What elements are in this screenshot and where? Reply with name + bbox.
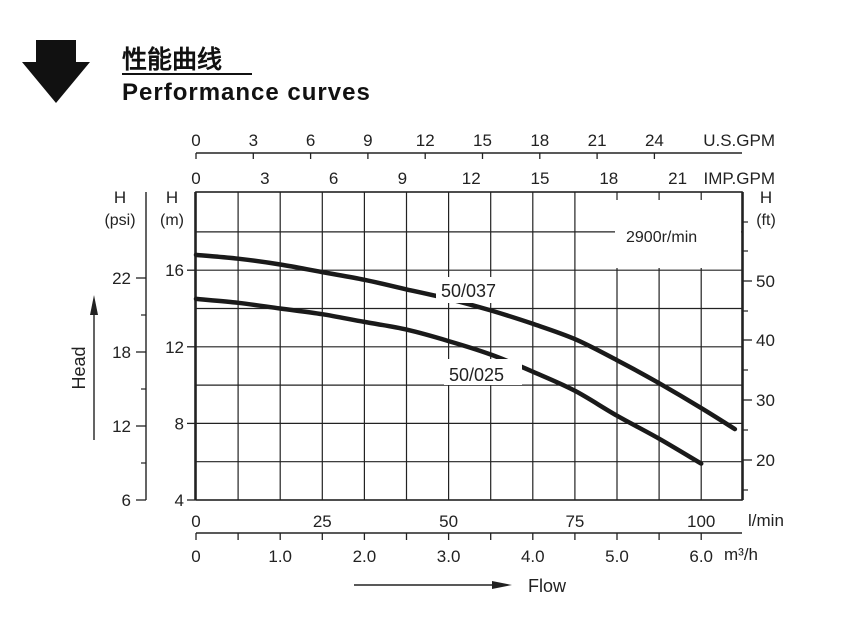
m-tick-label: 12 xyxy=(165,338,184,357)
series-label-bg xyxy=(436,277,514,303)
psi-tick-label: 18 xyxy=(112,343,131,362)
m3h-label: m³/h xyxy=(724,545,758,564)
lmin-tick-label: 100 xyxy=(687,512,715,531)
us-gpm-axis-tick-label: 6 xyxy=(306,131,315,150)
us-gpm-axis-tick-label: 0 xyxy=(191,131,200,150)
psi-axis-label: H xyxy=(114,188,126,207)
us-gpm-axis-label: U.S.GPM xyxy=(703,131,775,150)
ft-tick-label: 30 xyxy=(756,391,775,410)
m3h-tick-label: 6.0 xyxy=(689,547,713,566)
m-axis-unit: (m) xyxy=(160,212,184,229)
m3h-tick-label: 3.0 xyxy=(437,547,461,566)
us-gpm-axis-tick-label: 18 xyxy=(530,131,549,150)
imp-gpm-label: IMP.GPM xyxy=(704,169,775,188)
curve-50-037 xyxy=(193,252,738,432)
head-arrow-icon xyxy=(90,295,98,315)
ft-tick-label: 40 xyxy=(756,331,775,350)
ft-axis-unit: (ft) xyxy=(756,212,776,229)
m3h-tick-label: 2.0 xyxy=(353,547,377,566)
us-gpm-axis-tick-label: 24 xyxy=(645,131,664,150)
m-tick-label: 4 xyxy=(175,491,184,510)
us-gpm-axis-tick-label: 3 xyxy=(249,131,258,150)
m3h-tick-label: 4.0 xyxy=(521,547,545,566)
psi-tick-label: 6 xyxy=(122,491,131,510)
ft-axis-label: H xyxy=(760,188,772,207)
imp-gpm-tick-label: 21 xyxy=(668,169,687,188)
title-cn: 性能曲线 xyxy=(122,45,222,74)
psi-tick-label: 22 xyxy=(112,269,131,288)
flow-label: Flow xyxy=(528,576,567,596)
series-label-50-037: 50/037 xyxy=(441,281,496,301)
flow-arrow-icon xyxy=(492,581,512,589)
curve-50-025 xyxy=(193,296,704,466)
us-gpm-axis-tick-label: 12 xyxy=(416,131,435,150)
ft-tick-label: 50 xyxy=(756,272,775,291)
psi-tick-label: 12 xyxy=(112,417,131,436)
imp-gpm-tick-label: 0 xyxy=(191,169,200,188)
imp-gpm-tick-label: 15 xyxy=(531,169,550,188)
us-gpm-axis-tick-label: 21 xyxy=(588,131,607,150)
lmin-tick-label: 0 xyxy=(191,512,200,531)
head-label: Head xyxy=(69,346,89,389)
psi-axis-unit: (psi) xyxy=(104,212,135,229)
down-arrow-icon xyxy=(22,40,90,103)
us-gpm-axis-tick-label: 15 xyxy=(473,131,492,150)
grid xyxy=(195,191,743,501)
m3h-tick-label: 5.0 xyxy=(605,547,629,566)
m-tick-label: 8 xyxy=(175,414,184,433)
ft-tick-label: 20 xyxy=(756,451,775,470)
m3h-tick-label: 0 xyxy=(191,547,200,566)
lmin-tick-label: 75 xyxy=(565,512,584,531)
speed-label-box xyxy=(615,200,741,268)
us-gpm-axis-tick-label: 9 xyxy=(363,131,372,150)
series-label-50-025: 50/025 xyxy=(449,365,504,385)
m3h-tick-label: 1.0 xyxy=(268,547,292,566)
imp-gpm-tick-label: 9 xyxy=(398,169,407,188)
imp-gpm-tick-label: 18 xyxy=(599,169,618,188)
lmin-tick-label: 50 xyxy=(439,512,458,531)
m-tick-label: 16 xyxy=(165,261,184,280)
plot-frame xyxy=(195,191,743,501)
m-axis-label: H xyxy=(166,188,178,207)
curves xyxy=(193,252,738,466)
chart-labels: 2900r/min 50/037 50/025 xyxy=(436,229,697,385)
speed-label: 2900r/min xyxy=(626,229,697,246)
imp-gpm-tick-label: 3 xyxy=(260,169,269,188)
title-en: Performance curves xyxy=(122,79,371,106)
imp-gpm-tick-label: 12 xyxy=(462,169,481,188)
series-label-bg xyxy=(444,359,522,385)
lmin-label: l/min xyxy=(748,511,784,530)
imp-gpm-tick-label: 6 xyxy=(329,169,338,188)
lmin-tick-label: 25 xyxy=(313,512,332,531)
